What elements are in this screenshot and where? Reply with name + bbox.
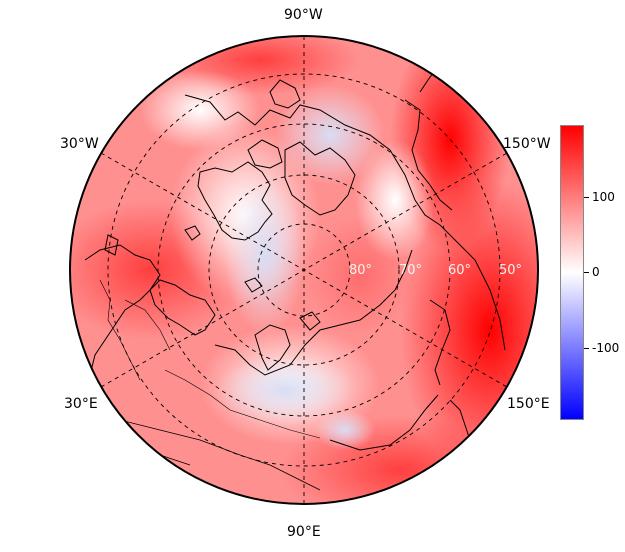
latitude-labels: 80° 70° 60° 50° (349, 263, 522, 278)
coastline-east-asia (329, 394, 439, 451)
lon-label-upper-left: 30°W (60, 136, 99, 152)
meridian-30e-150w (100, 152, 508, 388)
anomaly-field (70, 36, 538, 504)
lon-label-lower-left: 30°E (64, 396, 98, 412)
coastline-british-isles (104, 234, 119, 256)
lon-label-top: 90°W (284, 7, 323, 23)
colorbar-tickmark-minus-100 (584, 348, 589, 349)
lat-label-70: 70° (399, 263, 422, 278)
border-asia (119, 419, 321, 491)
coastline-japan (449, 399, 471, 441)
graticule (100, 36, 508, 504)
coastline-north-america (184, 94, 506, 351)
coastline-baffin (247, 139, 283, 169)
coastline-hudson-bay (269, 79, 301, 109)
lon-label-lower-right: 150°E (507, 396, 550, 412)
colorbar-tick-100: 100 (592, 190, 615, 204)
coastline-canadian-archipelago (284, 141, 356, 216)
coastline-greenland (197, 161, 273, 241)
border-russia (164, 369, 321, 439)
coastline-iceland (184, 225, 201, 241)
border-europe-inner (99, 279, 171, 381)
coastline-svalbard (244, 277, 263, 293)
colorbar-tick-minus-100: -100 (592, 341, 620, 355)
coastline-siberia (214, 249, 413, 376)
lon-label-bottom: 90°E (287, 524, 321, 540)
lat-label-50: 50° (499, 263, 522, 278)
coastline-novaya-zemlya (254, 324, 291, 371)
map-boundary (69, 35, 539, 505)
latitude-circle-60 (157, 123, 451, 417)
latitude-circle-70 (208, 174, 400, 366)
coastlines (84, 59, 506, 491)
lat-label-80: 80° (349, 263, 372, 278)
coastline-severnaya-zemlya (299, 311, 321, 331)
coastline-alaska (404, 99, 453, 211)
coastline-kamchatka (429, 299, 451, 386)
colorbar-tick-0: 0 (592, 265, 600, 279)
colorbar-tickmark-0 (584, 272, 589, 273)
lon-label-upper-right: 150°W (503, 136, 551, 152)
colorbar (560, 125, 584, 420)
colorbar-tickmark-100 (584, 197, 589, 198)
latitude-circle-50 (107, 73, 501, 467)
lat-label-60: 60° (448, 263, 471, 278)
